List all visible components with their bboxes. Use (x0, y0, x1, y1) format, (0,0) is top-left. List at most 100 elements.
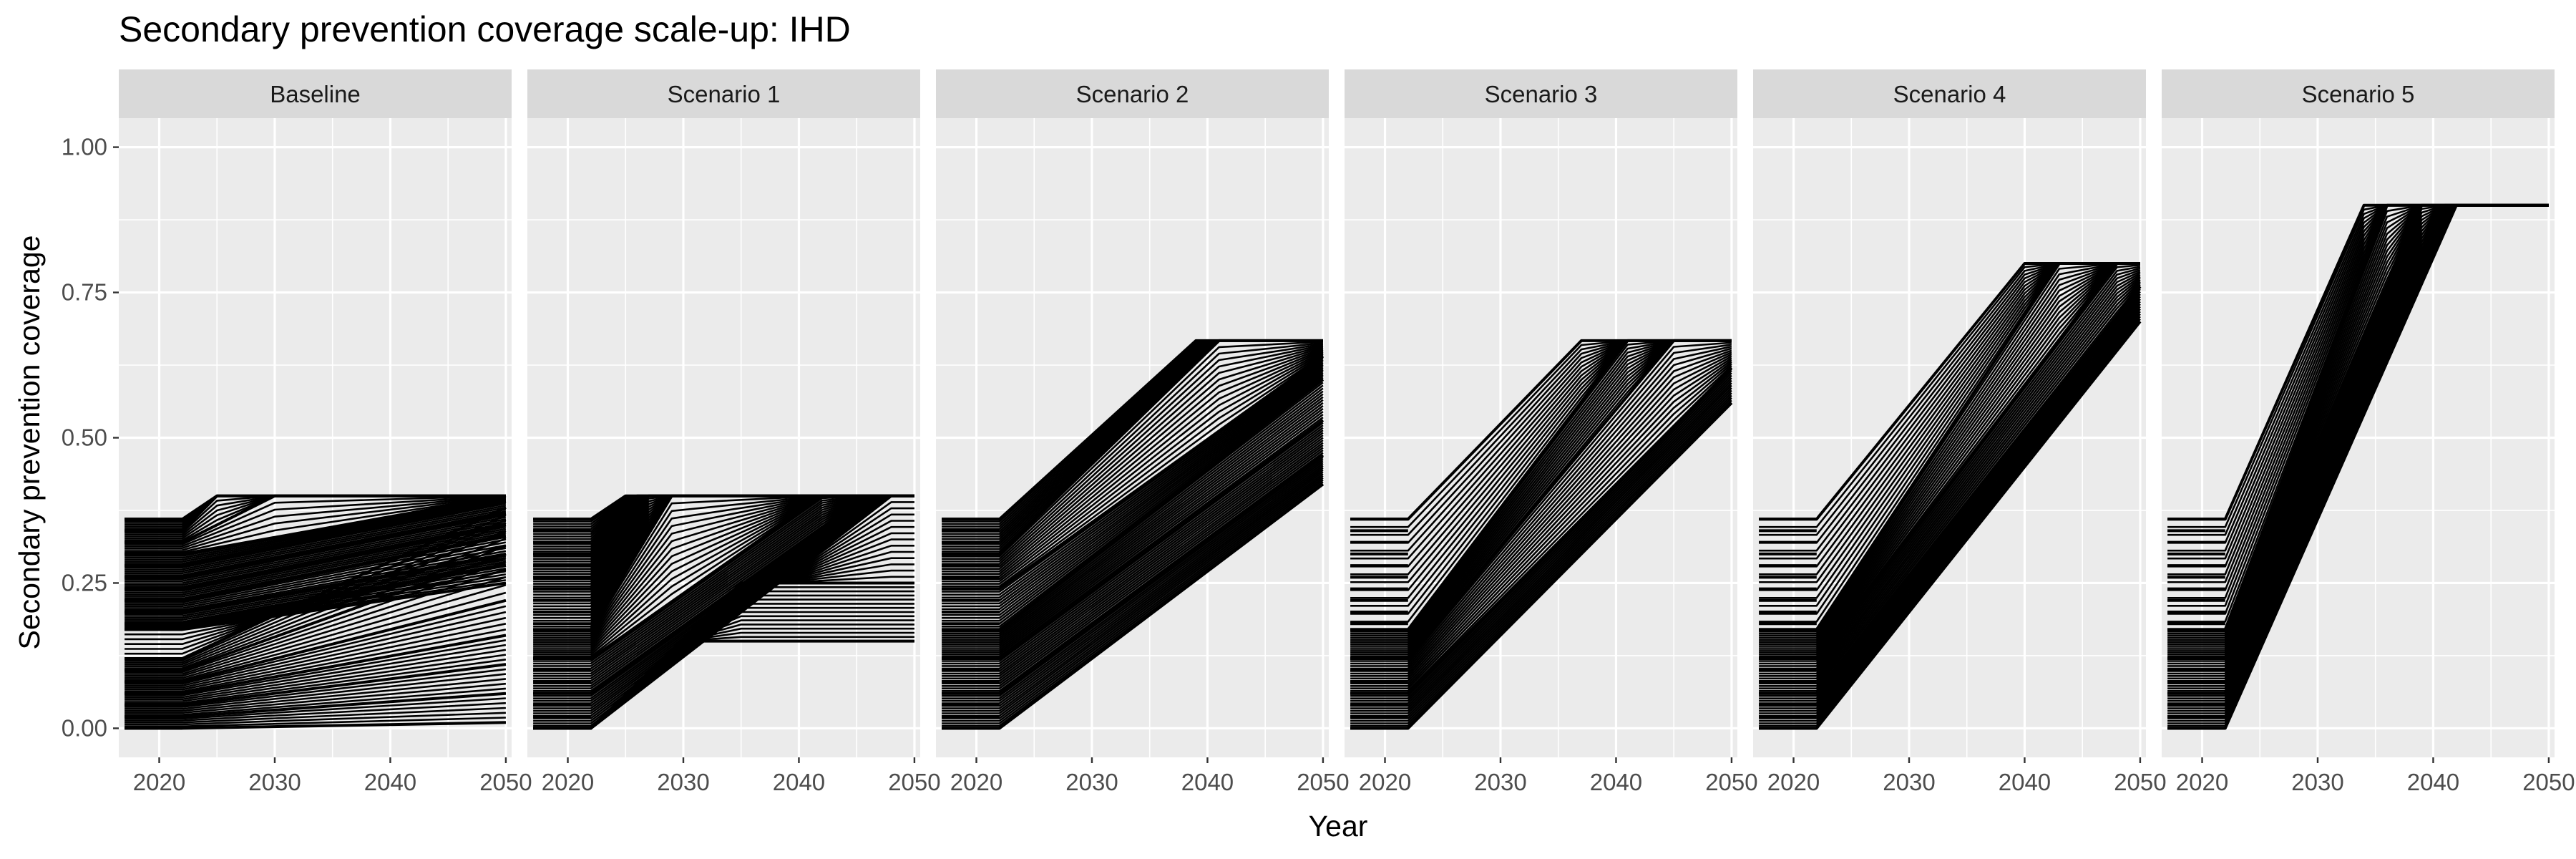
trajectory-line (942, 382, 1324, 633)
trajectory-line (1759, 276, 2141, 680)
trajectory-line (1759, 301, 2141, 709)
facet-strip (936, 69, 1329, 118)
trajectory-line (125, 605, 507, 685)
trajectory-line (1759, 313, 2141, 722)
trajectory-line (1759, 264, 2141, 662)
trajectory-line (942, 346, 1324, 571)
x-tick-label: 2040 (1999, 769, 2051, 795)
trajectory-line (1759, 267, 2141, 667)
trajectory-line (1759, 279, 2141, 685)
trajectory-line (125, 520, 507, 586)
trajectory-line (1759, 306, 2141, 714)
trajectory-line (942, 402, 1324, 647)
trajectory-line (125, 518, 507, 584)
trajectory-line (125, 497, 507, 559)
trajectory-line (125, 506, 507, 573)
trajectory-line (125, 498, 507, 561)
trajectory-line (125, 611, 507, 687)
trajectory-line (942, 384, 1324, 635)
facet-strip-label: Scenario 1 (668, 81, 781, 107)
trajectory-line (125, 697, 506, 720)
trajectory-line (125, 649, 507, 701)
x-tick-label: 2040 (773, 769, 825, 795)
trajectory-line (942, 354, 1324, 588)
trajectory-line (942, 359, 1324, 596)
trajectory-line (942, 364, 1324, 605)
trajectory-line (125, 495, 506, 548)
trajectory-line (125, 639, 507, 697)
trajectory-line (942, 452, 1324, 692)
trajectory-line (942, 430, 1324, 670)
trajectory-line (942, 387, 1324, 637)
trajectory-line (942, 422, 1324, 662)
x-tick-label: 2050 (479, 769, 532, 795)
trajectory-line (125, 702, 506, 722)
trajectory-line (125, 514, 507, 662)
trajectory-line (942, 460, 1324, 702)
trajectory-line (942, 410, 1324, 654)
trajectory-line (942, 477, 1324, 722)
trajectory-line (125, 576, 507, 677)
trajectory-line (125, 495, 507, 551)
trajectory-line (1759, 266, 2141, 665)
x-tick-label: 2050 (1297, 769, 1349, 795)
x-tick-label: 2020 (950, 769, 1002, 795)
trajectory-line (942, 447, 1324, 687)
y-axis: 0.00 0.25 0.50 0.75 1.00 (62, 134, 119, 741)
trajectory-line (125, 525, 507, 592)
trajectory-line (942, 413, 1324, 656)
trajectory-line (125, 644, 507, 699)
trajectory-line (125, 530, 507, 596)
trajectory-line (125, 678, 507, 712)
facet-strip (2162, 69, 2555, 118)
trajectory-line (125, 510, 507, 576)
trajectory-line (125, 654, 507, 702)
trajectory-line (125, 591, 507, 681)
trajectory-line (125, 531, 507, 650)
trajectory-line (125, 522, 507, 588)
trajectory-line (942, 439, 1324, 680)
trajectory-line (125, 495, 506, 545)
x-tick-label: 2030 (248, 769, 301, 795)
trajectory-line (125, 514, 507, 581)
x-tick-label: 2050 (888, 769, 940, 795)
facet-strip (1345, 69, 1737, 118)
x-tick-label: 2030 (1065, 769, 1118, 795)
trajectory-line (125, 668, 507, 708)
trajectory-line (125, 707, 506, 724)
facet-panels: Baseline 2020 2030 2040 2050 Scenario 1 2020 20… (119, 69, 2575, 795)
trajectory-line (1350, 369, 1732, 697)
trajectory-line (942, 458, 1324, 700)
x-axis-title: Year (1309, 810, 1368, 843)
facet-strip-label: Baseline (270, 81, 361, 107)
trajectory-line (1350, 384, 1732, 712)
trajectory-line (125, 673, 507, 710)
trajectory-line (942, 467, 1324, 709)
x-tick-label: 2050 (2522, 769, 2575, 795)
y-tick-label: 1.00 (62, 134, 107, 160)
trajectory-line (1759, 303, 2141, 712)
trajectory-line (125, 503, 507, 569)
trajectory-line (1759, 274, 2141, 677)
trajectory-line (942, 360, 1324, 599)
trajectory-line (125, 583, 507, 679)
trajectory-line (1350, 345, 1732, 667)
trajectory-line (942, 424, 1324, 665)
trajectory-line (1759, 281, 2141, 687)
series-lines (125, 494, 507, 730)
trajectory-line (942, 347, 1324, 573)
x-tick-label: 2020 (133, 769, 185, 795)
x-tick-label: 2030 (2291, 769, 2343, 795)
facet-strip-label: Scenario 2 (1076, 81, 1189, 107)
trajectory-line (1759, 291, 2141, 700)
facet-panel: Scenario 3 2020 2030 2040 2050 (1345, 69, 1758, 795)
trajectory-line (125, 498, 507, 563)
series-lines (942, 339, 1324, 730)
trajectory-line (942, 462, 1324, 704)
x-tick-label: 2020 (542, 769, 594, 795)
trajectory-line (942, 396, 1324, 644)
facet-strip (527, 69, 920, 118)
x-tick-label: 2030 (1474, 769, 1526, 795)
trajectory-line (942, 351, 1324, 581)
